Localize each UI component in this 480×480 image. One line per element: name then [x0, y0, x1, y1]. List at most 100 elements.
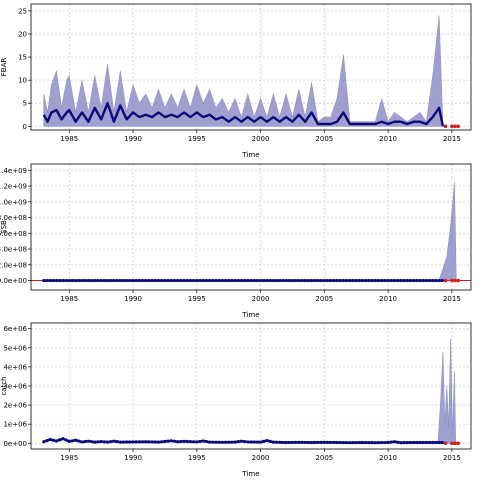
median-point	[246, 440, 250, 444]
panel-2: 1985 1990 1995 2000 2005 2010 2015 0.0e+00 2.0e+…	[0, 163, 472, 319]
median-point	[207, 440, 212, 444]
median-point	[233, 440, 237, 444]
x-tick-label: 2000	[252, 295, 270, 303]
x-tick-label: 1985	[60, 135, 78, 143]
y-tick-label: 1e+06	[3, 421, 27, 429]
median-point	[268, 439, 272, 443]
x-tick-label: 2015	[443, 135, 461, 143]
median-point	[274, 440, 279, 444]
projection-point	[450, 441, 454, 446]
y-tick-label: 1.4e+09	[0, 167, 27, 175]
median-point	[243, 439, 247, 444]
median-point	[51, 278, 55, 283]
median-point	[223, 440, 228, 444]
median-point	[86, 278, 90, 283]
median-point	[131, 278, 135, 283]
median-point	[150, 278, 154, 283]
median-point	[86, 439, 90, 443]
median-point	[198, 278, 202, 283]
x-tick-label: 2005	[315, 454, 333, 462]
x-tick-label: 2000	[252, 135, 270, 143]
median-point	[325, 278, 330, 283]
median-point	[364, 278, 368, 283]
median-point	[214, 440, 218, 444]
median-point	[415, 440, 419, 445]
median-point	[137, 440, 142, 444]
median-point	[182, 278, 186, 283]
median-point	[300, 440, 304, 444]
median-point	[121, 278, 126, 283]
median-point	[147, 278, 151, 283]
median-point	[70, 439, 75, 443]
median-point	[115, 278, 119, 283]
median-point	[182, 439, 186, 443]
median-point	[338, 440, 342, 445]
median-point	[373, 441, 377, 445]
median-point	[172, 278, 177, 283]
median-point	[408, 440, 413, 445]
median-point	[74, 278, 78, 283]
x-tick-label: 1990	[124, 135, 142, 143]
median-point	[204, 278, 208, 283]
projection-point	[450, 278, 454, 283]
x-tick-label: 1985	[60, 454, 78, 462]
plot-frame	[30, 3, 472, 131]
y-tick-label: 4.0e+08	[0, 246, 27, 254]
median-point	[201, 278, 205, 283]
median-point	[230, 440, 234, 444]
median-point	[354, 441, 358, 445]
median-point	[243, 278, 247, 283]
median-point	[329, 440, 333, 445]
median-point	[262, 439, 266, 443]
median-point	[367, 441, 371, 445]
y-tick-label: 0e+00	[3, 440, 27, 448]
plot-area	[31, 182, 471, 283]
median-point	[380, 278, 384, 283]
median-point	[80, 440, 84, 444]
plot-area	[42, 15, 461, 129]
median-point	[357, 278, 362, 283]
median-point	[96, 278, 100, 283]
median-point	[389, 440, 393, 444]
median-point	[169, 439, 173, 443]
x-tick-label: 1990	[124, 295, 142, 303]
median-point	[96, 440, 100, 444]
median-point	[345, 441, 349, 445]
median-point	[367, 278, 371, 283]
median-point	[287, 278, 291, 283]
median-point	[115, 440, 119, 444]
median-point	[45, 439, 49, 443]
median-point	[156, 278, 161, 283]
median-point	[118, 440, 122, 444]
median-point	[396, 440, 400, 444]
x-tick-label: 2005	[315, 295, 333, 303]
median-point	[220, 278, 224, 283]
x-tick-label: 2005	[315, 135, 333, 143]
median-point	[227, 278, 231, 283]
y-tick-label: 20	[18, 31, 27, 39]
y-tick-label: 1.2e+09	[0, 183, 27, 191]
median-point	[48, 278, 52, 283]
median-point	[316, 278, 320, 283]
median-point	[236, 278, 240, 283]
median-point	[70, 278, 75, 283]
median-point	[223, 278, 228, 283]
median-point	[408, 278, 413, 283]
median-point	[144, 440, 148, 444]
x-tick-label: 2010	[379, 135, 397, 143]
median-point	[405, 441, 409, 445]
median-point	[217, 278, 221, 283]
median-point	[42, 278, 46, 283]
median-point	[319, 278, 323, 283]
projection-point	[453, 441, 457, 446]
median-point	[105, 440, 110, 444]
median-point	[166, 439, 170, 443]
median-point	[67, 278, 71, 283]
median-point	[195, 278, 199, 283]
median-point	[338, 278, 342, 283]
median-point	[179, 439, 183, 444]
median-point	[402, 278, 406, 283]
x-tick-label: 2015	[443, 295, 461, 303]
median-point	[258, 278, 263, 283]
median-point	[297, 278, 301, 283]
